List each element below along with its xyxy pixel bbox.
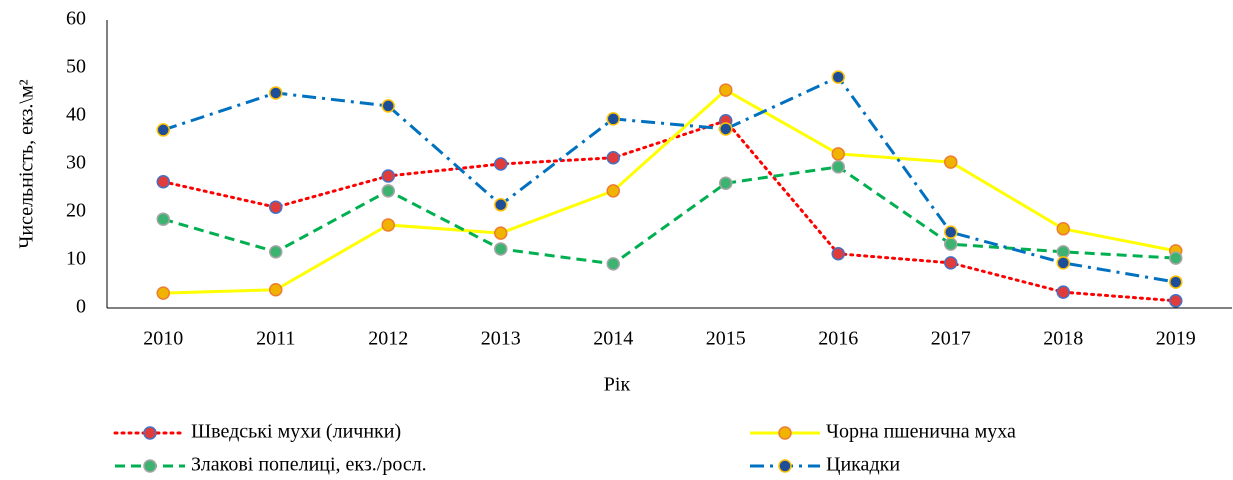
marker [269,200,283,214]
marker [269,283,283,297]
y-tick-label: 30 [66,152,86,174]
x-tick-label: 2017 [931,328,971,350]
x-tick-label: 2018 [1043,328,1083,350]
marker [1169,251,1183,265]
series-line [162,165,1176,266]
marker [944,155,958,169]
marker [831,160,845,174]
marker [606,257,620,271]
legend-marker [143,426,157,440]
marker [1169,275,1183,289]
y-tick-label: 10 [66,248,86,270]
legend-marker [778,426,792,440]
marker [719,176,733,190]
marker [156,286,170,300]
marker [494,198,508,212]
x-axis-title: Рік [604,374,631,396]
legend-label: Шведські мухи (личнки) [191,421,401,443]
x-tick-label: 2019 [1156,328,1196,350]
marker [606,151,620,165]
marker [156,123,170,137]
marker [719,122,733,136]
series-line [163,88,1177,295]
x-tick-label: 2016 [818,328,858,350]
marker [831,147,845,161]
marker [494,242,508,256]
y-tick-label: 40 [66,104,86,126]
legend-label: Цикадки [826,454,900,476]
x-tick-label: 2015 [706,328,746,350]
x-tick-label: 2010 [143,328,183,350]
marker [156,212,170,226]
marker [269,86,283,100]
marker [381,169,395,183]
marker [719,83,733,97]
marker [269,245,283,259]
marker [1056,245,1070,259]
x-tick-label: 2012 [368,328,408,350]
x-tick-label: 2013 [481,328,521,350]
marker [606,112,620,126]
marker [156,175,170,189]
marker [1056,256,1070,270]
series-line [161,119,1178,303]
marker [381,218,395,232]
y-axis-title: Чисельність, екз.\м² [16,79,38,248]
marker [944,256,958,270]
y-tick-label: 0 [76,296,86,318]
marker [1169,294,1183,308]
marker [606,184,620,198]
marker [1056,285,1070,299]
marker [831,247,845,261]
x-tick-label: 2011 [256,328,295,350]
series-line [162,75,1177,284]
marker [494,157,508,171]
marker [831,70,845,84]
marker [944,237,958,251]
y-tick-label: 50 [66,56,86,78]
marker [381,184,395,198]
legend-marker [143,459,157,473]
marker [1056,222,1070,236]
legend-marker [778,459,792,473]
marker [944,225,958,239]
marker [494,226,508,240]
x-tick-label: 2014 [593,328,633,350]
legend-label: Злакові попелиці, екз./росл. [191,454,427,476]
y-tick-label: 20 [66,200,86,222]
marker [381,99,395,113]
legend-label: Чорна пшенична муха [826,421,1016,443]
y-tick-label: 60 [66,8,86,30]
